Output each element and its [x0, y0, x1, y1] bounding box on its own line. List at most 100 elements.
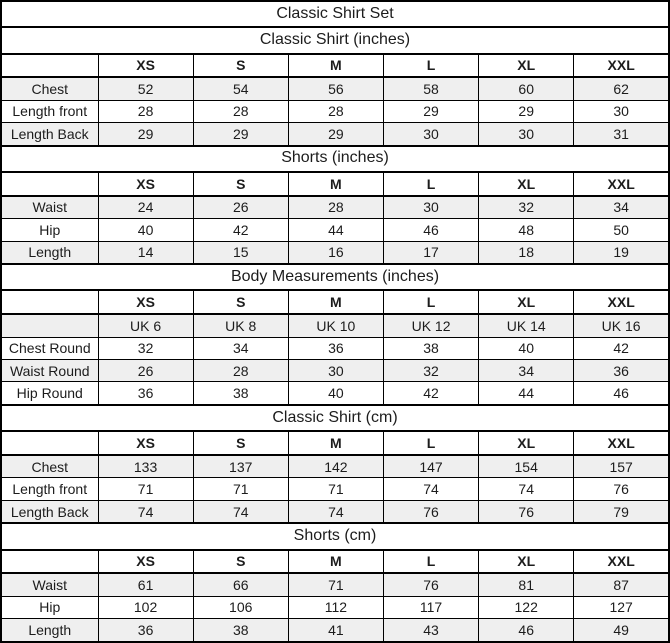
- table-row: Chest 52 54 56 58 60 62: [0, 76, 670, 101]
- row-label: Hip Round: [0, 381, 99, 406]
- value-cell: 28: [287, 195, 384, 220]
- table-row: Length Back 29 29 29 30 30 31: [0, 122, 670, 147]
- size-header-cell: L: [382, 289, 480, 315]
- value-cell: 18: [478, 240, 575, 265]
- section-title: Classic Shirt (cm): [0, 403, 670, 433]
- size-header-cell: XXL: [573, 430, 670, 456]
- value-cell: 71: [97, 477, 194, 501]
- value-cell: 40: [97, 218, 194, 242]
- value-cell: 60: [478, 76, 575, 101]
- row-label: Waist Round: [0, 358, 99, 383]
- value-cell: 49: [573, 618, 670, 643]
- size-header-cell: S: [192, 430, 289, 456]
- value-cell: 79: [573, 499, 670, 524]
- row-label: Length Back: [0, 499, 99, 524]
- size-header-cell: XS: [97, 171, 194, 197]
- value-cell: 76: [382, 499, 480, 524]
- size-header-cell: XS: [97, 289, 194, 315]
- size-header-row: XS S M L XL XXL: [0, 430, 670, 456]
- value-cell: 46: [478, 618, 575, 643]
- row-label: [0, 430, 99, 456]
- table-row: Hip Round 36 38 40 42 44 46: [0, 381, 670, 406]
- size-header-cell: XL: [478, 430, 575, 456]
- size-header-cell: S: [192, 53, 289, 79]
- size-header-cell: XXL: [573, 53, 670, 79]
- row-label: Chest: [0, 454, 99, 479]
- value-cell: 29: [287, 122, 384, 147]
- value-cell: 36: [97, 381, 194, 406]
- size-header-cell: M: [287, 53, 384, 79]
- row-label: Length front: [0, 477, 99, 501]
- size-header-row: XS S M L XL XXL: [0, 289, 670, 315]
- value-cell: 61: [97, 572, 194, 597]
- size-header-cell: XS: [97, 430, 194, 456]
- size-header-cell: XL: [478, 53, 575, 79]
- value-cell: 30: [287, 358, 384, 383]
- size-header-cell: M: [287, 171, 384, 197]
- value-cell: 54: [192, 76, 289, 101]
- section-title-row: Shorts (inches): [0, 144, 670, 174]
- table-row: Hip 40 42 44 46 48 50: [0, 218, 670, 242]
- value-cell: 36: [573, 358, 670, 383]
- value-cell: 28: [287, 99, 384, 124]
- value-cell: 42: [573, 336, 670, 360]
- value-cell: UK 12: [382, 313, 480, 338]
- size-header-row: XS S M L XL XXL: [0, 549, 670, 575]
- value-cell: 42: [382, 381, 480, 406]
- table-title: Classic Shirt Set: [0, 0, 670, 29]
- value-cell: 154: [478, 454, 575, 479]
- table-row: Hip 102 106 112 117 122 127: [0, 595, 670, 620]
- row-label: Waist: [0, 572, 99, 597]
- value-cell: 137: [192, 454, 289, 479]
- value-cell: 34: [478, 358, 575, 383]
- value-cell: 31: [573, 122, 670, 147]
- value-cell: 133: [97, 454, 194, 479]
- value-cell: 74: [97, 499, 194, 524]
- size-header-cell: XS: [97, 53, 194, 79]
- size-header-row: XS S M L XL XXL: [0, 53, 670, 79]
- value-cell: 81: [478, 572, 575, 597]
- value-cell: 117: [382, 595, 480, 620]
- value-cell: 40: [287, 381, 384, 406]
- row-label: Hip: [0, 218, 99, 242]
- table-row: Chest 133 137 142 147 154 157: [0, 454, 670, 479]
- value-cell: 40: [478, 336, 575, 360]
- value-cell: 14: [97, 240, 194, 265]
- value-cell: 19: [573, 240, 670, 265]
- value-cell: 147: [382, 454, 480, 479]
- value-cell: 74: [192, 499, 289, 524]
- value-cell: 15: [192, 240, 289, 265]
- value-cell: 142: [287, 454, 384, 479]
- size-header-cell: S: [192, 549, 289, 575]
- size-header-row: XS S M L XL XXL: [0, 171, 670, 197]
- value-cell: 71: [287, 477, 384, 501]
- value-cell: 66: [192, 572, 289, 597]
- value-cell: 52: [97, 76, 194, 101]
- value-cell: 76: [573, 477, 670, 501]
- value-cell: 30: [382, 122, 480, 147]
- size-header-cell: M: [287, 430, 384, 456]
- value-cell: 34: [573, 195, 670, 220]
- table-row: Waist 61 66 71 76 81 87: [0, 572, 670, 597]
- value-cell: 36: [287, 336, 384, 360]
- value-cell: UK 8: [192, 313, 289, 338]
- value-cell: UK 14: [478, 313, 575, 338]
- size-header-cell: L: [382, 53, 480, 79]
- size-header-cell: L: [382, 549, 480, 575]
- value-cell: 106: [192, 595, 289, 620]
- value-cell: 42: [192, 218, 289, 242]
- section-title-row: Classic Shirt (cm): [0, 403, 670, 433]
- value-cell: 41: [287, 618, 384, 643]
- size-header-cell: M: [287, 289, 384, 315]
- value-cell: 71: [287, 572, 384, 597]
- row-label: Waist: [0, 195, 99, 220]
- value-cell: 24: [97, 195, 194, 220]
- value-cell: 127: [573, 595, 670, 620]
- value-cell: 112: [287, 595, 384, 620]
- value-cell: 76: [382, 572, 480, 597]
- size-header-cell: L: [382, 430, 480, 456]
- value-cell: 17: [382, 240, 480, 265]
